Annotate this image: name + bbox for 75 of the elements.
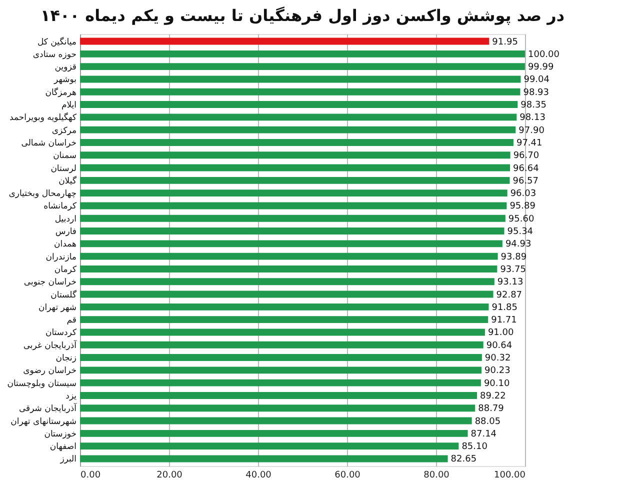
y-tick-label: گلستان xyxy=(50,289,78,300)
y-tick-label: سیستان وبلوچستان xyxy=(7,378,76,389)
y-tick-label: سمنان xyxy=(53,151,76,162)
data-label: 96.64 xyxy=(513,164,540,174)
x-tick-label: 40.00 xyxy=(246,470,272,480)
x-tick-label: 80.00 xyxy=(424,470,450,480)
data-label: 91.71 xyxy=(491,316,517,326)
x-tick-label: 0.00 xyxy=(80,470,101,480)
data-label: 90.64 xyxy=(486,340,512,351)
y-tick-label: قزوین xyxy=(54,62,76,73)
chart-title: در صد پوشش واکسن دوز اول فرهنگیان تا بیست و یکم دیماه ۱۴۰۰ xyxy=(40,6,565,25)
data-label: 93.13 xyxy=(497,278,524,288)
y-tick-label: یزد xyxy=(66,391,78,402)
y-tick-label: اصفهان xyxy=(50,442,76,452)
y-tick-label: کهگیلویه وبویراحمد xyxy=(10,112,78,124)
data-label: 97.41 xyxy=(516,138,542,148)
y-tick-label: کرمان xyxy=(54,264,78,275)
y-tick-label: شهر تهران xyxy=(38,302,76,313)
data-label: 96.70 xyxy=(513,151,540,162)
data-label: 98.13 xyxy=(520,113,546,124)
data-label: 90.10 xyxy=(484,378,510,389)
y-tick-label: کرمانشاه xyxy=(44,202,78,212)
data-label: 91.95 xyxy=(492,37,518,48)
data-label: 90.32 xyxy=(484,354,511,364)
data-label: 82.65 xyxy=(450,454,477,465)
data-label: 96.57 xyxy=(512,176,538,186)
x-tick-label: 20.00 xyxy=(156,470,183,480)
data-label: 88.05 xyxy=(474,416,501,427)
data-label: 98.93 xyxy=(523,88,550,98)
y-tick-label: قم xyxy=(66,316,76,326)
data-label: 95.60 xyxy=(508,214,534,224)
data-label: 90.23 xyxy=(484,366,510,376)
data-label: 88.79 xyxy=(478,404,504,414)
y-tick-label: ایلام xyxy=(61,100,76,111)
data-label: 99.99 xyxy=(528,62,554,73)
y-tick-label: خراسان رضوی xyxy=(23,366,76,376)
y-tick-label: بوشهر xyxy=(53,75,76,86)
data-label: 98.35 xyxy=(520,100,546,111)
y-tick-label: البرز xyxy=(59,454,76,465)
y-tick-label: کردستان xyxy=(45,328,78,338)
data-label: 99.04 xyxy=(524,75,550,86)
x-tick-label: 60.00 xyxy=(334,470,361,480)
y-tick-label: زنجان xyxy=(56,354,76,364)
y-tick-label: چهارمحال وبختیاری xyxy=(8,189,76,200)
data-label: 91.00 xyxy=(488,328,514,338)
y-tick-label: حوزه ستادی xyxy=(32,50,76,60)
data-label: 100.00 xyxy=(528,50,560,60)
y-tick-label: فارس xyxy=(55,227,76,238)
data-label: 85.10 xyxy=(462,442,488,452)
data-label: 93.89 xyxy=(500,252,527,262)
y-tick-label: آذربایجان شرقی xyxy=(18,403,78,414)
y-tick-label: همدان xyxy=(54,240,76,250)
data-label: 91.85 xyxy=(492,302,518,313)
data-label: 95.34 xyxy=(507,227,534,238)
data-label: 97.90 xyxy=(518,126,545,136)
y-tick-label: مرکزی xyxy=(52,126,76,136)
y-tick-label: خراسان جنوبی xyxy=(24,278,76,288)
y-tick-label: اردبیل xyxy=(54,214,76,224)
data-label: 94.93 xyxy=(505,240,532,250)
data-label: 96.03 xyxy=(510,189,536,200)
y-tick-label: گیلان xyxy=(58,175,78,186)
y-tick-label: شهرستانهای تهران xyxy=(10,416,76,427)
y-tick-label: هرمزگان xyxy=(45,86,76,98)
x-tick-label: 100.00 xyxy=(494,470,526,480)
data-label: 93.75 xyxy=(500,264,526,275)
y-tick-label: آذربایجان غربی xyxy=(23,340,78,351)
data-label: 92.87 xyxy=(496,290,522,300)
data-label: 87.14 xyxy=(470,429,497,440)
y-tick-label: لرستان xyxy=(50,164,76,174)
y-tick-label: مازندران xyxy=(46,252,76,262)
y-tick-label: خراسان شمالی xyxy=(21,138,76,148)
y-tick-label: میانگین کل xyxy=(38,36,76,48)
data-label: 89.22 xyxy=(480,391,506,402)
data-label: 95.89 xyxy=(510,202,536,212)
y-tick-label: خوزستان xyxy=(44,429,76,440)
